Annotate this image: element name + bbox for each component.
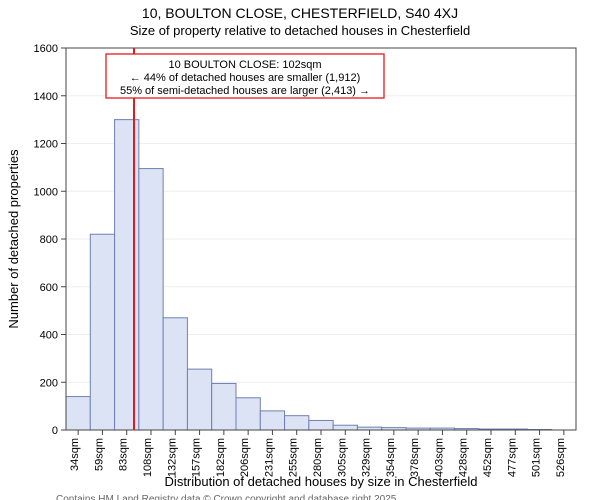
y-tick-label: 400 — [40, 330, 58, 342]
histogram-bar — [309, 420, 333, 430]
x-tick-label: 477sqm — [506, 438, 518, 477]
x-tick-label: 34sqm — [69, 438, 81, 471]
x-tick-label: 206sqm — [239, 438, 251, 477]
x-tick-label: 428sqm — [458, 438, 470, 477]
histogram-svg: 0 200 400 600 800 1000 1200 1400 1600 34sqm 59sqm 8… — [0, 0, 600, 500]
histogram-bar — [66, 397, 90, 430]
x-tick-label: 329sqm — [361, 438, 373, 477]
histogram-bar — [260, 411, 284, 430]
histogram-bar — [115, 120, 139, 430]
x-tick-label: 132sqm — [166, 438, 178, 477]
x-tick-label: 501sqm — [531, 438, 543, 477]
histogram-bar — [236, 398, 260, 430]
x-tick-label: 452sqm — [482, 438, 494, 477]
y-tick-label: 1000 — [34, 186, 58, 198]
chart-title-sub: Size of property relative to detached ho… — [130, 23, 470, 38]
histogram-bar — [139, 169, 163, 430]
x-tick-label: 255sqm — [288, 438, 300, 477]
x-tick-label: 378sqm — [409, 438, 421, 477]
y-tick-label: 0 — [52, 425, 58, 437]
x-tick-label: 182sqm — [215, 438, 227, 477]
x-tick-label: 59sqm — [93, 438, 105, 471]
x-tick-label: 108sqm — [142, 438, 154, 477]
x-tick-label: 280sqm — [312, 438, 324, 477]
x-tick-label: 83sqm — [118, 438, 130, 471]
x-tick-label: 403sqm — [433, 438, 445, 477]
annotation-line3: 55% of semi-detached houses are larger (… — [120, 85, 370, 97]
x-tick-label: 354sqm — [385, 438, 397, 477]
histogram-bar — [187, 369, 211, 430]
x-tick-label: 157sqm — [191, 438, 203, 477]
annotation-line2: ← 44% of detached houses are smaller (1,… — [130, 72, 361, 84]
x-tick-label: 526sqm — [555, 438, 567, 477]
chart-title-main: 10, BOULTON CLOSE, CHESTERFIELD, S40 4XJ — [142, 5, 458, 21]
y-tick-label: 1200 — [34, 139, 58, 151]
y-tick-label: 1400 — [34, 91, 58, 103]
y-tick-label: 200 — [40, 377, 58, 389]
y-tick-label: 1600 — [34, 43, 58, 55]
histogram-bar — [285, 416, 309, 430]
histogram-bar — [333, 425, 357, 430]
x-axis-label: Distribution of detached houses by size … — [165, 474, 478, 489]
histogram-bar — [163, 318, 187, 430]
x-tick-label: 231sqm — [263, 438, 275, 477]
annotation-line1: 10 BOULTON CLOSE: 102sqm — [168, 59, 321, 71]
chart-container: 0 200 400 600 800 1000 1200 1400 1600 34sqm 59sqm 8… — [0, 0, 600, 500]
y-tick-label: 800 — [40, 234, 58, 246]
histogram-bar — [90, 234, 114, 430]
attribution-line1: Contains HM Land Registry data © Crown c… — [56, 494, 399, 500]
histogram-bar — [212, 383, 236, 430]
y-tick-label: 600 — [40, 282, 58, 294]
x-tick-label: 305sqm — [336, 438, 348, 477]
y-axis-label: Number of detached properties — [6, 149, 21, 329]
